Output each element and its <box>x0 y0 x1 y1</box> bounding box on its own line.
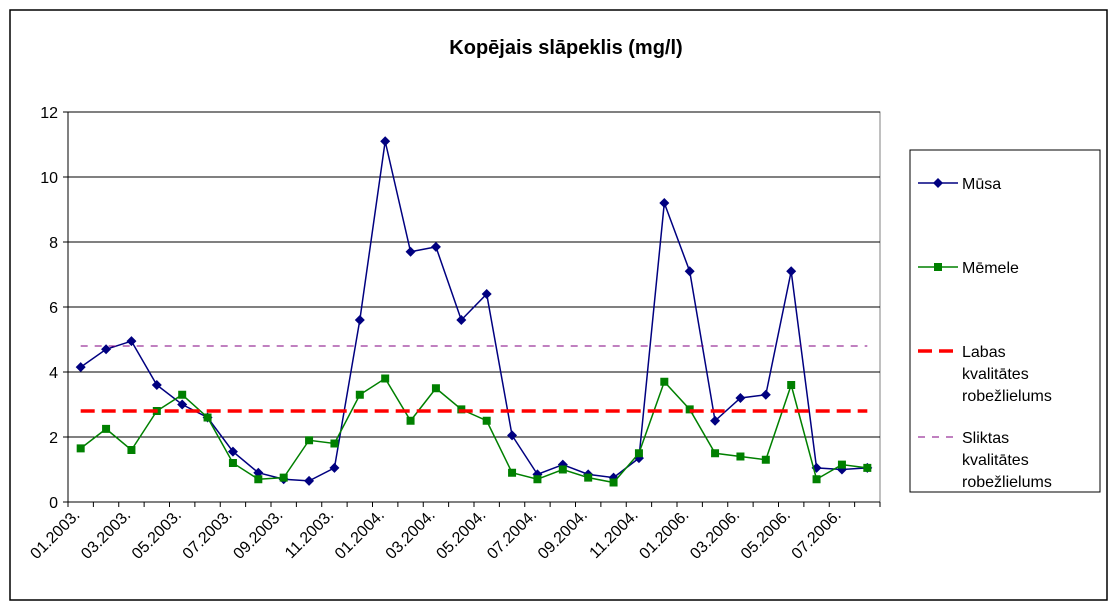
marker <box>431 384 440 393</box>
legend-label: Labas kvalitātes robežlielums <box>962 344 1052 405</box>
marker <box>482 416 491 425</box>
legend <box>909 149 1101 493</box>
marker <box>684 266 695 277</box>
marker <box>406 416 415 425</box>
marker <box>279 473 288 482</box>
marker <box>227 446 238 457</box>
marker <box>837 460 846 469</box>
y-tick-label: 2 <box>49 430 58 447</box>
y-tick-label: 4 <box>49 365 58 382</box>
marker <box>812 475 821 484</box>
marker <box>380 136 391 147</box>
marker <box>735 393 746 403</box>
marker <box>634 449 643 458</box>
marker <box>329 462 340 473</box>
legend-label: Mēmele <box>962 260 1019 277</box>
marker <box>456 315 467 325</box>
marker <box>381 374 390 383</box>
marker <box>787 381 796 389</box>
series-line <box>80 141 868 482</box>
y-tick-label: 0 <box>49 495 58 512</box>
y-tick-label: 8 <box>49 235 58 252</box>
marker <box>126 336 137 347</box>
marker <box>127 446 136 454</box>
legend-marker <box>934 263 942 271</box>
marker <box>102 424 111 433</box>
marker <box>481 289 492 299</box>
marker <box>863 463 872 472</box>
marker <box>558 465 567 474</box>
marker <box>710 415 721 426</box>
marker <box>760 389 771 400</box>
series-line <box>80 377 868 484</box>
marker <box>584 473 593 482</box>
marker <box>660 377 669 386</box>
marker <box>203 413 212 422</box>
marker <box>405 246 416 257</box>
marker <box>178 390 187 399</box>
y-tick-label: 10 <box>40 170 58 187</box>
marker <box>177 399 188 410</box>
marker <box>354 315 365 325</box>
marker <box>659 198 670 208</box>
marker <box>228 459 237 467</box>
marker <box>711 449 720 458</box>
marker <box>304 475 315 486</box>
marker <box>355 390 364 399</box>
marker <box>76 444 85 453</box>
marker <box>786 266 797 277</box>
marker <box>330 439 339 448</box>
marker <box>761 455 770 464</box>
marker <box>508 468 517 477</box>
legend-marker <box>933 178 943 188</box>
legend-label: Sliktas kvalitātes robežlielums <box>962 430 1052 491</box>
marker <box>533 475 542 484</box>
marker <box>254 475 263 484</box>
marker <box>736 452 745 461</box>
marker <box>507 430 518 441</box>
marker <box>430 241 441 252</box>
marker <box>151 380 162 390</box>
chart-title: Kopējais slāpeklis (mg/l) <box>449 37 682 59</box>
legend-label: Mūsa <box>962 176 1001 193</box>
marker <box>305 436 314 445</box>
marker <box>609 478 618 487</box>
marker <box>75 362 86 373</box>
y-tick-label: 12 <box>40 105 58 122</box>
y-tick-label: 6 <box>49 300 58 317</box>
marker <box>101 344 112 355</box>
